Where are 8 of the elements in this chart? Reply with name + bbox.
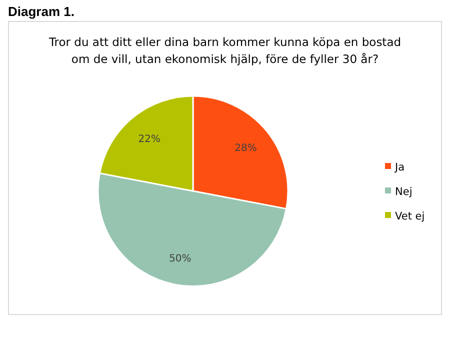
- legend-label: Ja: [394, 162, 405, 174]
- data-label: 50%: [169, 254, 192, 265]
- data-label: 28%: [234, 142, 257, 154]
- legend-label: Nej: [395, 186, 412, 198]
- legend-label: Vet ej: [395, 210, 425, 223]
- text: Diagram 1.: [8, 4, 74, 19]
- data-label: 22%: [138, 134, 161, 145]
- chart-title: Tror du att ditt eller dina barn kommer kunna köpa en bostad om de vill, utan ekonomisk hjälp, före de fyller 30 år?: [48, 35, 402, 66]
